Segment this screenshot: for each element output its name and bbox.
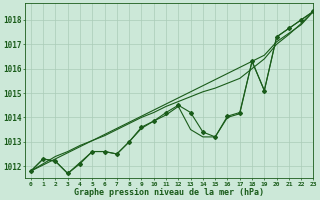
X-axis label: Graphe pression niveau de la mer (hPa): Graphe pression niveau de la mer (hPa)	[74, 188, 264, 197]
